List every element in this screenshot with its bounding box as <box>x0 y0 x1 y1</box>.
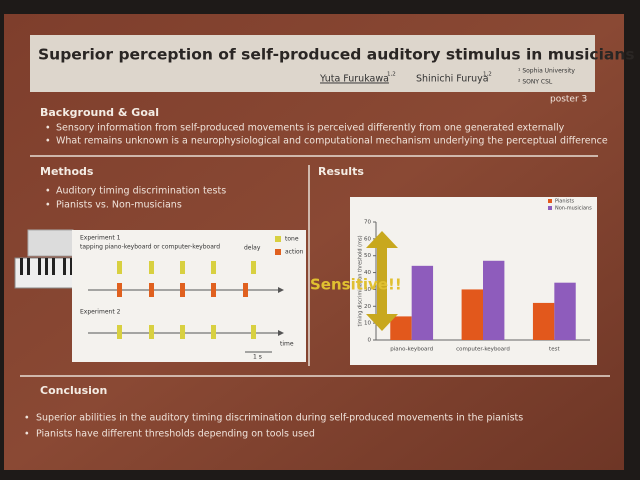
legend-swatch <box>548 206 552 210</box>
diagram-label: tapping piano-keyboard or computer-keybo… <box>80 244 220 251</box>
chart: 0 10 20 30 40 50 60 70 timing discrimination thr… <box>358 199 593 353</box>
y-tick-label: 50 <box>364 253 371 259</box>
y-tick-label: 20 <box>364 304 371 310</box>
y-tick-label: 30 <box>364 287 371 293</box>
bullet: • <box>24 413 30 424</box>
poster-number: poster 3 <box>550 95 587 105</box>
y-tick-label: 40 <box>364 270 371 276</box>
bullet-text: Superior abilities in the auditory timin… <box>36 413 523 424</box>
legend-swatch <box>548 199 552 203</box>
bar <box>390 316 412 340</box>
diagram-label: time <box>280 341 294 348</box>
bar <box>411 265 434 340</box>
author-sup: 1,2 <box>483 72 492 78</box>
bullet: • <box>45 200 51 211</box>
bullet: • <box>45 123 51 134</box>
bar <box>532 302 555 340</box>
diagram-label: 1 s <box>253 354 262 361</box>
bullet-text: Auditory timing discrimination tests <box>56 186 226 197</box>
bullet-text: What remains unknown is a neurophysiolog… <box>56 136 608 147</box>
section-heading: Background & Goal <box>40 106 159 119</box>
author: Yuta Furukawa <box>319 74 389 85</box>
diagram-label: delay <box>244 245 261 252</box>
bullet-text: Pianists vs. Non-musicians <box>56 200 182 211</box>
timeline <box>88 325 284 353</box>
author-sup: 1,2 <box>387 72 396 78</box>
bullet: • <box>45 186 51 197</box>
section-heading: Methods <box>40 165 94 178</box>
affiliation: ² SONY CSL <box>518 79 553 86</box>
diagram-label: action <box>285 249 304 256</box>
x-tick-label: computer-keyboard <box>456 347 510 353</box>
diagram-label: Experiment 1 <box>80 235 121 242</box>
bar <box>483 260 505 340</box>
y-tick-label: 60 <box>364 236 371 242</box>
bullet: • <box>24 429 30 440</box>
y-tick-label: 10 <box>364 321 371 327</box>
bullet-text: Pianists have different thresholds depen… <box>36 429 315 440</box>
diagram-label: tone <box>285 236 299 243</box>
y-tick-label: 0 <box>368 338 372 344</box>
section-heading: Results <box>318 165 364 178</box>
bar <box>461 289 483 340</box>
legend-label: Pianists <box>555 199 574 205</box>
title: Superior perception of self-produced aud… <box>38 46 635 64</box>
diagram-label: Experiment 2 <box>80 309 121 316</box>
annotation: Sensitive!! <box>310 276 402 294</box>
legend-label: Non-musicians <box>555 206 592 212</box>
bar <box>554 282 576 340</box>
title-box <box>30 35 595 92</box>
author: Shinichi Furuya <box>416 74 489 85</box>
diagram-box <box>72 230 306 362</box>
y-axis-label: timing discrimination threshold (ms) <box>358 235 364 326</box>
bullet: • <box>45 136 51 147</box>
timeline <box>88 261 284 297</box>
affiliation: ¹ Sophia University <box>518 68 575 75</box>
double-arrow <box>366 231 398 331</box>
x-tick-label: piano-keyboard <box>390 347 433 353</box>
x-tick-label: test <box>549 347 560 353</box>
legend-swatch <box>275 236 281 242</box>
legend-swatch <box>275 249 281 255</box>
section-heading: Conclusion <box>40 384 107 397</box>
piano-image <box>14 229 79 289</box>
bullet-text: Sensory information from self-produced m… <box>56 123 565 134</box>
y-tick-label: 70 <box>364 220 371 226</box>
